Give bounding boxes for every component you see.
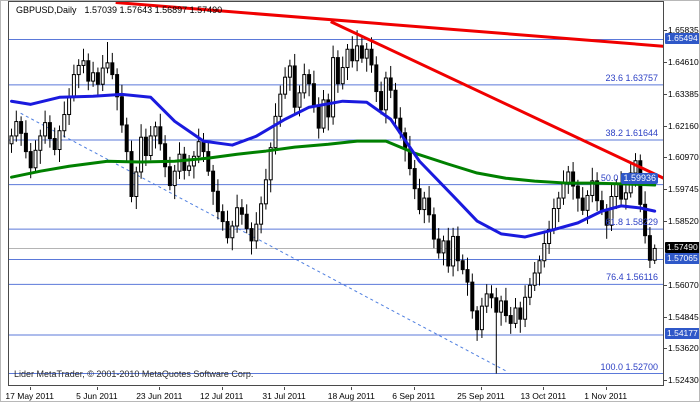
date-tick-label: 5 Jun 2011 <box>76 391 118 401</box>
date-tick-mark <box>351 387 353 390</box>
date-tick-mark <box>29 387 31 390</box>
fib-level-label: 100.0 1.52700 <box>600 361 658 372</box>
price-tick-label: 1.59745 <box>664 183 699 194</box>
date-tick-label: 17 May 2011 <box>5 391 54 401</box>
date-tick-label: 23 Jun 2011 <box>136 391 183 401</box>
date-tick-label: 6 Sep 2011 <box>392 391 436 401</box>
date-tick-mark <box>96 387 98 390</box>
fib-level-label: 76.4 1.56116 <box>606 272 658 283</box>
symbol-period-label: GBPUSD,Daily <box>16 5 77 15</box>
price-tick-label: 1.62160 <box>664 120 699 131</box>
level-price-tag: 1.54177 <box>665 328 699 340</box>
date-tick-label: 13 Oct 2011 <box>520 391 567 401</box>
fib-level-label: 23.6 1.63757 <box>605 72 658 83</box>
price-tick-label: 1.52430 <box>664 374 699 385</box>
date-tick-label: 25 Sep 2011 <box>457 391 505 401</box>
ohlc-values-label: 1.57039 1.57643 1.56897 1.57490 <box>84 5 223 15</box>
date-tick-label: 18 Aug 2011 <box>327 391 375 401</box>
date-tick-mark <box>543 387 545 390</box>
fib-level-label: 61.8 1.58229 <box>605 217 658 228</box>
time-axis[interactable]: 17 May 2011 5 Jun 2011 23 Jun 2011 12 Jul 2… <box>1 387 699 401</box>
chart-title: GBPUSD,Daily 1.57039 1.57643 1.56897 1.57… <box>16 5 222 15</box>
date-tick-label: 31 Jul 2011 <box>262 391 306 401</box>
date-tick-mark <box>284 387 286 390</box>
price-tick-label: 1.64610 <box>664 56 699 67</box>
date-tick-mark <box>159 387 161 390</box>
chart-plot-area[interactable]: GBPUSD,Daily 1.57039 1.57643 1.56897 1.57… <box>8 1 664 386</box>
date-tick-mark <box>480 387 482 390</box>
date-tick-label: 12 Jul 2011 <box>200 391 244 401</box>
copyright-notice: Lider MetaTrader, © 2001-2010 MetaQuotes… <box>14 369 254 379</box>
price-tick-label: 1.60970 <box>664 151 699 162</box>
date-tick-mark <box>413 387 415 390</box>
level-price-tag: 1.65494 <box>665 32 699 44</box>
fib-level-label: 50.0 1.59936 <box>600 172 658 184</box>
current-price-tag: 1.57490 <box>665 241 699 253</box>
fib-percent: 50.0 <box>600 172 619 183</box>
level-price-tag: 1.57065 <box>665 253 699 265</box>
date-tick-label: 1 Nov 2011 <box>584 391 628 401</box>
date-tick-mark <box>221 387 223 390</box>
price-tag: 1.59936 <box>621 172 658 184</box>
fib-level-label: 38.2 1.61644 <box>605 128 658 138</box>
price-tick-label: 1.54845 <box>664 311 699 322</box>
price-tick-label: 1.56070 <box>664 279 699 290</box>
price-tick-label: 1.58520 <box>664 215 699 226</box>
price-tick-label: 1.65835 <box>664 24 699 35</box>
price-tick-label: 1.63385 <box>664 88 699 99</box>
price-axis[interactable]: 1.65835 1.64610 1.63385 1.62160 1.60970 1.597… <box>664 1 699 386</box>
price-tick-label: 1.53620 <box>664 343 699 354</box>
date-tick-mark <box>605 387 607 390</box>
candlestick-chart[interactable] <box>9 2 663 385</box>
